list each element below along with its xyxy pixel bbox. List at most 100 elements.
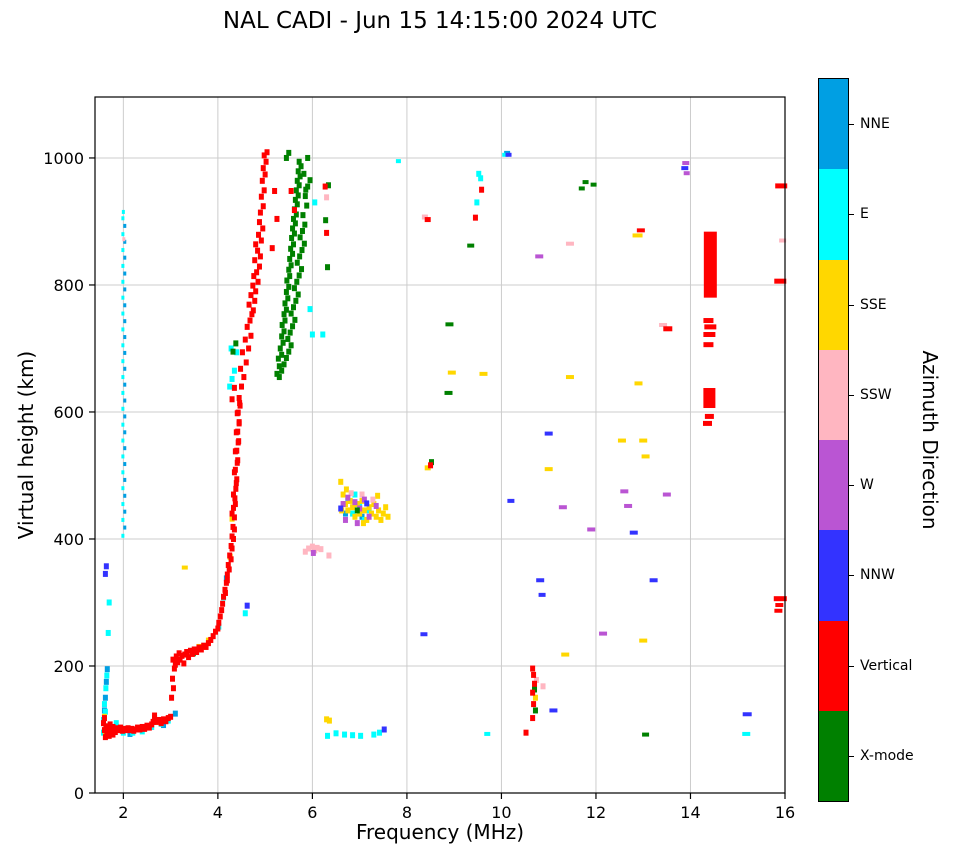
data-point <box>295 291 301 298</box>
data-point <box>221 593 227 600</box>
data-point <box>479 186 485 193</box>
data-point <box>236 395 242 402</box>
data-point <box>101 720 107 727</box>
data-point <box>305 154 311 161</box>
data-point <box>307 306 313 313</box>
data-point <box>228 556 234 563</box>
data-point <box>254 269 260 276</box>
data-point <box>286 348 292 355</box>
colorbar-segment-ssw: SSW <box>819 349 892 440</box>
data-point <box>424 217 431 223</box>
data-point <box>290 323 296 330</box>
data-point <box>307 177 313 184</box>
data-point <box>322 183 328 190</box>
data-point <box>354 507 360 514</box>
data-point <box>287 329 293 336</box>
data-point <box>219 607 225 614</box>
data-point <box>641 454 650 459</box>
y-tick-label: 400 <box>53 530 84 549</box>
data-point <box>773 596 787 602</box>
data-point <box>274 370 280 377</box>
data-point <box>242 610 248 617</box>
data-point <box>325 182 331 189</box>
data-point <box>121 375 125 380</box>
data-point <box>103 678 109 685</box>
data-point <box>123 287 127 292</box>
colorbar-segment-sse: SSE <box>819 259 887 350</box>
data-point <box>587 527 596 532</box>
data-point <box>636 228 645 233</box>
data-point <box>279 321 285 328</box>
data-point <box>342 731 348 738</box>
data-point <box>530 715 536 722</box>
data-point <box>352 513 358 520</box>
data-point <box>288 342 294 349</box>
data-point <box>102 734 108 741</box>
data-point <box>343 486 349 493</box>
data-point <box>121 327 125 332</box>
data-point <box>236 419 242 426</box>
data-point <box>467 243 475 248</box>
y-tick-label: 0 <box>74 784 84 803</box>
data-point <box>102 570 108 577</box>
data-point <box>325 732 331 739</box>
data-point <box>347 497 353 504</box>
data-point <box>227 383 233 390</box>
data-point <box>326 717 332 724</box>
data-point <box>703 318 714 324</box>
data-point <box>505 152 512 157</box>
data-point <box>242 336 248 343</box>
data-point <box>532 680 538 687</box>
data-point <box>205 640 211 647</box>
data-point <box>181 660 187 667</box>
data-point <box>233 485 239 492</box>
data-point <box>203 643 209 650</box>
data-point <box>112 729 118 736</box>
data-point <box>359 491 365 498</box>
data-point <box>532 707 538 714</box>
data-point <box>123 335 127 340</box>
data-point <box>168 713 174 720</box>
data-point <box>156 716 162 723</box>
data-point <box>703 231 717 298</box>
data-point <box>294 259 300 266</box>
data-point <box>229 375 235 382</box>
data-point <box>276 374 282 381</box>
data-point <box>299 227 305 234</box>
data-point <box>152 715 158 722</box>
x-tick-label: 14 <box>680 803 700 822</box>
data-point <box>474 199 480 206</box>
data-point <box>257 209 263 216</box>
data-point <box>238 365 244 372</box>
data-point <box>123 382 127 387</box>
data-point <box>280 339 286 346</box>
data-point <box>385 513 391 520</box>
data-point <box>210 633 216 640</box>
data-point <box>230 504 236 511</box>
data-point <box>352 491 358 498</box>
data-point <box>170 685 176 692</box>
data-point <box>103 563 109 570</box>
data-point <box>292 316 298 323</box>
data-point <box>253 241 259 248</box>
data-point <box>246 345 252 352</box>
data-point <box>549 708 558 713</box>
data-point <box>368 510 374 517</box>
data-point <box>222 586 228 593</box>
data-point <box>359 513 365 520</box>
data-point <box>288 262 294 269</box>
data-point <box>257 253 263 260</box>
data-point <box>225 562 231 569</box>
data-point <box>294 278 300 285</box>
data-point <box>290 304 296 311</box>
data-point <box>121 486 125 491</box>
data-point <box>532 686 538 693</box>
data-point <box>302 221 308 228</box>
data-point <box>146 724 152 731</box>
data-point <box>535 254 544 259</box>
data-point <box>590 182 597 187</box>
data-point <box>350 504 356 511</box>
data-point <box>324 194 330 201</box>
data-point <box>634 381 643 386</box>
